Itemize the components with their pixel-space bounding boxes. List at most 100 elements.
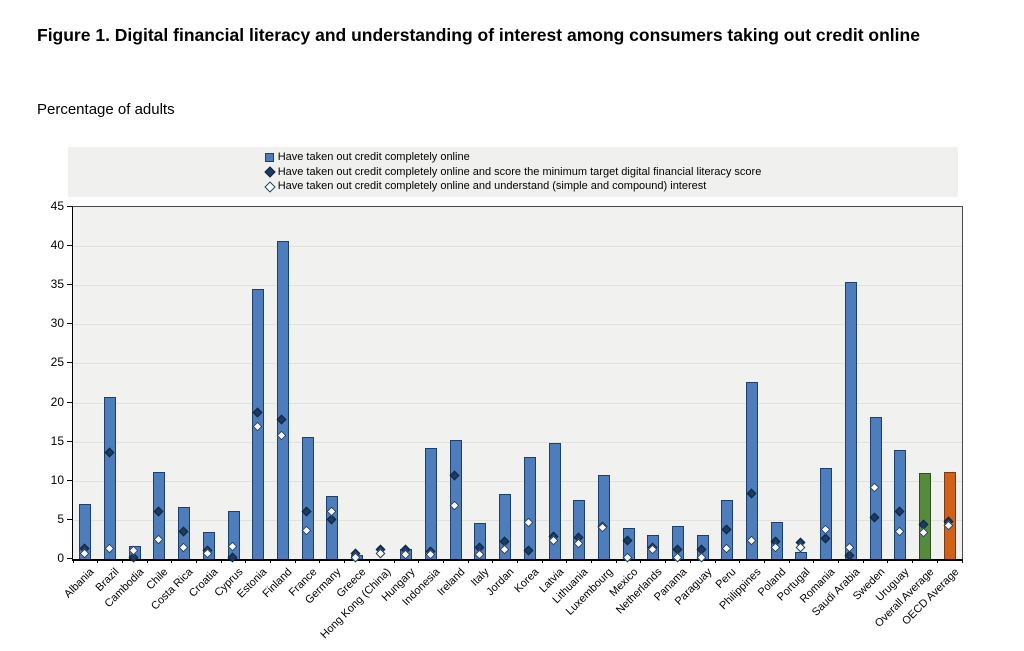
x-tick-mark: [936, 559, 938, 563]
x-tick-mark: [763, 559, 765, 563]
x-tick-mark: [393, 559, 395, 563]
x-tick-mark: [517, 559, 518, 563]
y-tick-label: 25: [50, 355, 64, 370]
x-tick-mark: [862, 559, 864, 563]
gridline-30: [73, 324, 962, 326]
diamond-open-icon: [264, 180, 276, 193]
gridline-35: [73, 285, 962, 287]
plot-area: [72, 206, 963, 563]
legend-row-0: Have taken out credit completely online: [264, 150, 762, 165]
y-tick-mark: [67, 245, 72, 247]
y-tick-label: 0: [57, 551, 64, 565]
x-tick-mark: [72, 559, 74, 563]
x-label-Albania: Albania: [62, 566, 97, 601]
gridline-40: [73, 246, 962, 248]
x-tick-mark: [591, 559, 593, 563]
bar-Luxembourg: [597, 475, 610, 559]
x-tick-mark: [665, 559, 667, 563]
bar-Germany: [326, 496, 339, 559]
bar-Cyprus: [227, 510, 240, 559]
x-tick-mark: [368, 559, 370, 563]
x-tick-mark: [319, 559, 321, 563]
x-tick-mark: [97, 559, 99, 563]
y-tick-label: 45: [50, 199, 64, 213]
x-tick-mark: [689, 559, 691, 563]
bar-Ireland: [449, 440, 462, 559]
y-tick-mark: [67, 362, 72, 364]
legend-label: Have taken out credit completely online: [277, 151, 470, 164]
x-tick-mark: [492, 559, 494, 563]
bar-Uruguay: [894, 450, 907, 559]
x-tick-mark: [961, 559, 963, 563]
y-tick-mark: [67, 479, 72, 481]
gridline-20: [73, 402, 962, 404]
x-tick-mark: [640, 559, 642, 563]
x-tick-mark: [739, 559, 741, 563]
y-tick-label: 10: [50, 472, 64, 487]
bar-Philippines: [746, 382, 759, 559]
gridline-25: [73, 363, 962, 365]
y-tick-label: 15: [50, 433, 64, 448]
x-tick-mark: [788, 559, 790, 563]
figure-subtitle: Percentage of adults: [37, 101, 175, 118]
y-tick-mark: [67, 206, 72, 207]
x-tick-mark: [541, 559, 543, 563]
y-tick-mark: [67, 284, 72, 286]
bar-Indonesia: [425, 447, 438, 559]
x-tick-mark: [467, 559, 469, 563]
y-tick-mark: [67, 401, 72, 403]
x-tick-mark: [418, 559, 420, 563]
legend-items: Have taken out credit completely online H…: [264, 150, 762, 194]
bar-Finland: [276, 241, 289, 559]
x-tick-mark: [344, 559, 346, 563]
x-tick-mark: [615, 559, 617, 563]
bar-Korea: [523, 457, 536, 559]
bar-France: [301, 436, 314, 559]
bar-Brazil: [104, 397, 117, 559]
y-tick-label: 30: [50, 316, 64, 331]
x-tick-mark: [813, 559, 815, 563]
x-tick-mark: [245, 559, 247, 563]
diamond-filled-icon: [264, 166, 276, 178]
legend-label: Have taken out credit completely online …: [277, 180, 707, 193]
x-tick-mark: [714, 559, 716, 563]
bar-OECD Average: [943, 472, 956, 559]
y-tick-label: 40: [50, 238, 64, 253]
x-tick-mark: [171, 559, 173, 563]
y-tick-mark: [67, 323, 72, 325]
x-tick-mark: [442, 559, 444, 563]
gridline-5: [73, 519, 962, 521]
x-tick-mark: [566, 559, 568, 563]
legend-row-1: Have taken out credit completely online …: [264, 165, 762, 180]
y-tick-label: 5: [57, 511, 64, 526]
y-tick-label: 20: [50, 394, 64, 409]
bar-Chile: [153, 472, 166, 559]
bar-Romania: [820, 468, 833, 559]
legend-label: Have taken out credit completely online …: [277, 165, 762, 178]
bar-Saudi Arabia: [844, 282, 857, 559]
figure-title: Figure 1. Digital financial literacy and…: [37, 25, 920, 45]
x-tick-mark: [195, 559, 197, 563]
y-tick-mark: [67, 440, 72, 442]
gridline-10: [73, 480, 962, 482]
y-tick-mark: [67, 518, 72, 520]
gridline-15: [73, 441, 962, 443]
x-tick-mark: [270, 559, 272, 563]
x-tick-mark: [121, 559, 123, 563]
bar-Latvia: [548, 443, 561, 559]
x-label-Jordan: Jordan: [484, 566, 517, 599]
bar-Overall Average: [918, 472, 931, 559]
bar-Portugal: [795, 551, 808, 559]
x-tick-mark: [912, 559, 914, 563]
y-tick-label: 35: [50, 277, 64, 292]
x-tick-mark: [146, 559, 148, 563]
x-tick-mark: [838, 559, 840, 563]
x-label-Korea: Korea: [512, 566, 542, 596]
y-tick-mark: [67, 558, 72, 559]
square-icon: [264, 153, 274, 162]
legend: Have taken out credit completely online H…: [68, 147, 958, 197]
bar-Lithuania: [573, 499, 586, 559]
x-tick-mark: [294, 559, 296, 563]
x-tick-mark: [887, 559, 889, 563]
